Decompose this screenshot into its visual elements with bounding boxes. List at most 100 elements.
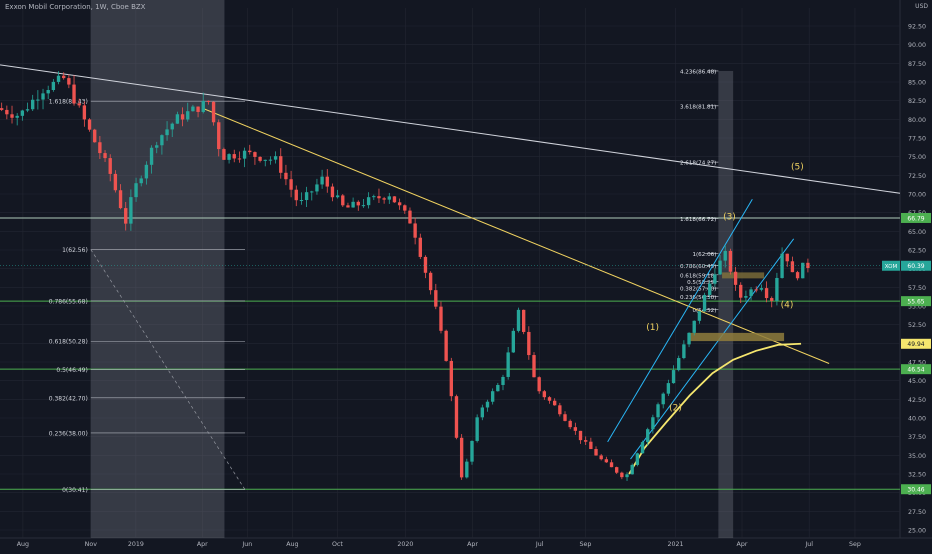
candle-body bbox=[232, 154, 236, 159]
x-tick-label: 2020 bbox=[397, 541, 413, 548]
candle-body bbox=[677, 358, 681, 371]
y-tick-label: 75.00 bbox=[908, 154, 926, 161]
level-price-label: 30.46 bbox=[907, 487, 924, 494]
candle-body bbox=[790, 261, 795, 273]
candle-body bbox=[5, 109, 9, 115]
wave-label: (5) bbox=[791, 162, 804, 172]
candle-body bbox=[118, 190, 123, 209]
candle-body bbox=[227, 154, 231, 160]
candle-body bbox=[604, 459, 609, 463]
fib-right-level-label: 0.5(58.29) bbox=[687, 280, 716, 286]
candle-body bbox=[346, 205, 350, 208]
wave-label: (2) bbox=[669, 404, 682, 414]
candle-body bbox=[444, 330, 448, 361]
candle-body bbox=[563, 414, 567, 421]
candle-body bbox=[630, 464, 634, 475]
candle-body bbox=[527, 331, 531, 356]
x-tick-label: Jul bbox=[804, 541, 813, 548]
fib-time-zone-right bbox=[718, 70, 734, 538]
fib-left-level-label: 0(30.41) bbox=[62, 487, 88, 494]
level-price-badge bbox=[901, 296, 931, 307]
candle-body bbox=[516, 309, 521, 331]
highlight-box-lower bbox=[689, 332, 785, 342]
candle-body bbox=[728, 250, 733, 272]
candle-body bbox=[325, 176, 329, 187]
candle-body bbox=[103, 153, 107, 159]
candle-body bbox=[485, 401, 490, 408]
candle-body bbox=[67, 78, 71, 85]
candle-body bbox=[149, 147, 154, 165]
candle-body bbox=[403, 205, 407, 211]
level-price-label: 46.54 bbox=[907, 366, 924, 373]
candle-body bbox=[439, 306, 443, 331]
y-tick-label: 45.00 bbox=[908, 378, 926, 385]
ma-price-label: 49.94 bbox=[907, 341, 924, 348]
x-tick-label: Nov bbox=[85, 541, 98, 548]
candle-body bbox=[537, 377, 541, 392]
y-tick-label: 52.50 bbox=[908, 322, 926, 329]
wave-label: (4) bbox=[781, 300, 794, 310]
candle-body bbox=[599, 455, 603, 460]
candle-body bbox=[475, 417, 479, 441]
price-scale-panel bbox=[900, 0, 932, 550]
trendline-long-resistance bbox=[0, 64, 901, 194]
symbol-label: XOM bbox=[885, 264, 898, 270]
candle-body bbox=[310, 191, 314, 193]
candle-body bbox=[418, 237, 422, 257]
candle-body bbox=[635, 453, 640, 465]
last-price-label: 60.39 bbox=[907, 263, 924, 270]
candle-body bbox=[687, 332, 691, 345]
candle-body bbox=[289, 179, 293, 190]
candle-body bbox=[651, 417, 655, 430]
candle-body bbox=[341, 195, 345, 206]
candle-body bbox=[625, 474, 629, 478]
fib-right-level-label: 1(62.06) bbox=[692, 252, 716, 258]
candle-body bbox=[356, 201, 360, 206]
candle-body bbox=[671, 370, 676, 384]
candle-body bbox=[180, 114, 185, 120]
candle-body bbox=[584, 440, 588, 442]
y-tick-label: 47.50 bbox=[908, 360, 926, 367]
candle-body bbox=[501, 376, 505, 385]
candle-body bbox=[785, 253, 789, 262]
fib-left-level-label: 0.5(46.49) bbox=[56, 367, 87, 374]
channel-line-lower bbox=[630, 238, 795, 460]
wave-label: (1) bbox=[646, 323, 659, 333]
candle-body bbox=[134, 183, 138, 198]
candle-body bbox=[723, 250, 727, 261]
x-tick-label: Oct bbox=[332, 541, 343, 548]
candle-body bbox=[744, 296, 748, 298]
candle-body bbox=[759, 288, 764, 290]
fib-left-level-label: 0.786(55.68) bbox=[49, 298, 88, 305]
y-tick-label: 82.50 bbox=[908, 98, 926, 105]
candle-body bbox=[20, 110, 25, 116]
candle-body bbox=[801, 262, 805, 279]
candle-body bbox=[93, 129, 97, 143]
candle-body bbox=[51, 81, 56, 91]
candle-body bbox=[615, 467, 619, 473]
candle-body bbox=[470, 440, 474, 462]
highlight-box-upper bbox=[722, 272, 765, 279]
x-tick-label: Sep bbox=[580, 541, 592, 548]
channel-line-upper bbox=[607, 198, 753, 443]
candle-body bbox=[573, 427, 578, 431]
y-tick-label: 92.50 bbox=[908, 24, 926, 31]
candle-body bbox=[201, 100, 205, 112]
x-tick-label: Jun bbox=[241, 541, 252, 548]
y-tick-label: 85.00 bbox=[908, 80, 926, 87]
candle-body bbox=[320, 176, 324, 185]
candle-body bbox=[191, 106, 195, 112]
candle-body bbox=[558, 405, 562, 415]
candle-body bbox=[366, 197, 371, 206]
candle-body bbox=[242, 150, 247, 159]
y-tick-label: 70.00 bbox=[908, 192, 926, 199]
candle-body bbox=[428, 272, 433, 291]
y-tick-label: 32.50 bbox=[908, 472, 926, 479]
fib-right-level-label: 0.236(56.30) bbox=[680, 295, 716, 301]
level-price-label: 66.79 bbox=[907, 215, 924, 222]
candle-body bbox=[454, 396, 459, 438]
currency-label: USD bbox=[915, 3, 928, 10]
candle-body bbox=[186, 111, 190, 120]
